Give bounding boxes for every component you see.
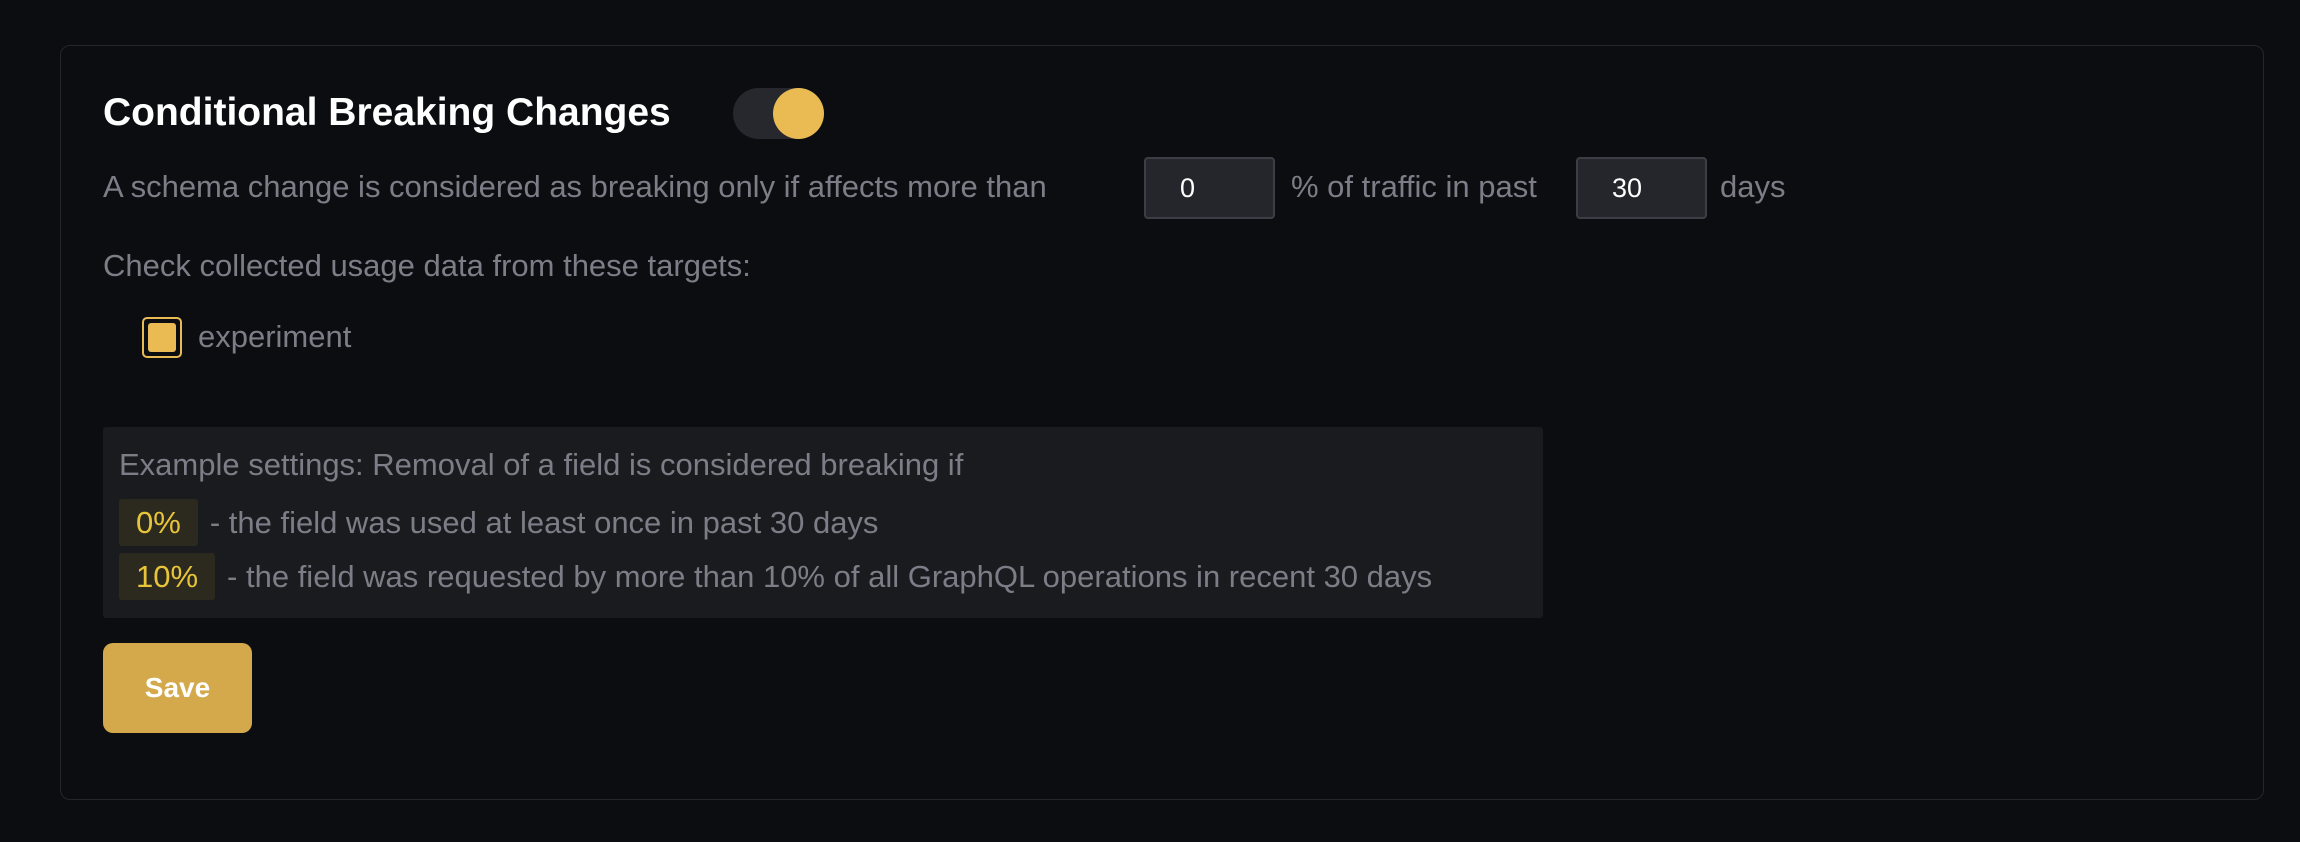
targets-label: Check collected usage data from these ta… [103, 248, 751, 283]
target-checkbox-experiment[interactable] [142, 317, 182, 358]
percentage-input[interactable] [1144, 157, 1275, 219]
example-row: 10% - the field was requested by more th… [119, 553, 1432, 600]
example-settings-box: Example settings: Removal of a field is … [103, 427, 1543, 618]
checkbox-check-icon [148, 323, 176, 352]
rule-prefix-text: A schema change is considered as breakin… [103, 169, 1047, 204]
enable-toggle[interactable] [733, 88, 824, 139]
rule-middle-text: % of traffic in past [1291, 169, 1537, 204]
conditional-breaking-changes-card [60, 45, 2264, 800]
example-badge: 0% [119, 499, 198, 546]
toggle-knob [773, 88, 824, 139]
target-label-experiment: experiment [198, 319, 352, 354]
example-row-text: - the field was requested by more than 1… [227, 558, 1433, 594]
rule-suffix-text: days [1720, 169, 1786, 204]
example-heading: Example settings: Removal of a field is … [119, 447, 964, 482]
save-button[interactable]: Save [103, 643, 252, 733]
example-row-text: - the field was used at least once in pa… [209, 504, 879, 540]
days-input[interactable] [1576, 157, 1707, 219]
section-title: Conditional Breaking Changes [103, 91, 671, 134]
example-row: 0% - the field was used at least once in… [119, 499, 878, 546]
example-badge: 10% [119, 553, 216, 600]
